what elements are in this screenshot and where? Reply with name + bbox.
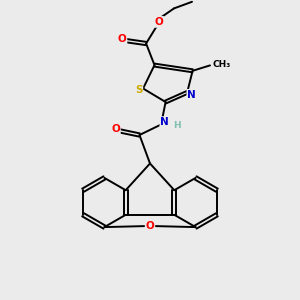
Text: O: O — [146, 221, 154, 231]
Text: CH₃: CH₃ — [212, 60, 231, 69]
Text: O: O — [111, 124, 120, 134]
Text: O: O — [118, 34, 127, 44]
Text: H: H — [173, 122, 181, 130]
Text: S: S — [135, 85, 142, 95]
Text: O: O — [154, 17, 164, 27]
Text: N: N — [187, 90, 196, 100]
Text: N: N — [160, 117, 169, 127]
